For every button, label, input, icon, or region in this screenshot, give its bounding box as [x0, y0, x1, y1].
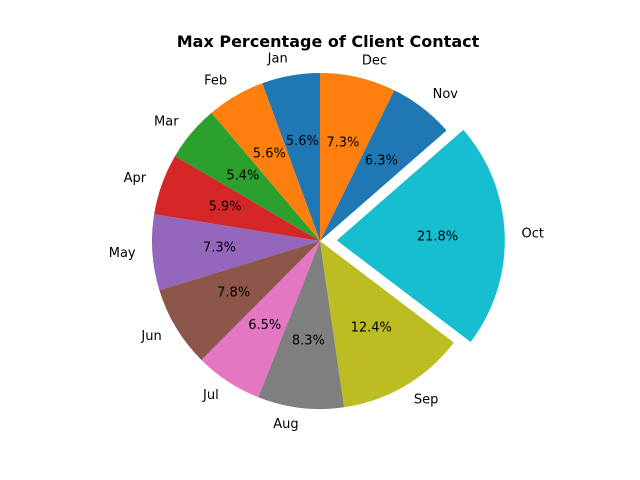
slice-mar	[175, 112, 320, 241]
slice-apr	[154, 156, 320, 241]
pct-label-mar: 5.4%	[226, 169, 259, 184]
slice-label-jun: Jun	[140, 329, 161, 344]
pct-label-jan: 5.6%	[286, 134, 319, 149]
slice-label-apr: Apr	[124, 171, 147, 186]
chart-title: Max Percentage of Client Contact	[176, 32, 480, 51]
pct-label-apr: 5.9%	[209, 199, 242, 214]
pct-label-dec: 7.3%	[326, 135, 359, 150]
pct-label-jul: 6.5%	[248, 318, 281, 333]
slice-label-may: May	[109, 246, 136, 261]
slice-sep	[320, 241, 454, 408]
slice-label-sep: Sep	[414, 393, 439, 408]
labels-layer: Jan 5.6% Feb 5.6% Mar 5.4% Apr 5.9% May 7.3% Jun 7.…	[109, 52, 544, 433]
slice-nov	[320, 90, 447, 242]
slice-jul	[201, 241, 320, 398]
slice-oct	[336, 129, 505, 342]
pct-label-feb: 5.6%	[253, 146, 286, 161]
slice-label-feb: Feb	[204, 74, 227, 89]
slice-may	[152, 214, 320, 291]
pct-label-sep: 12.4%	[351, 320, 392, 335]
slice-label-dec: Dec	[362, 54, 387, 69]
slice-label-aug: Aug	[273, 417, 298, 432]
slice-label-mar: Mar	[154, 115, 179, 130]
pct-label-oct: 21.8%	[417, 229, 458, 244]
slice-jun	[159, 241, 320, 360]
pct-label-jun: 7.8%	[217, 286, 250, 301]
slice-label-nov: Nov	[433, 87, 459, 102]
slice-label-jan: Jan	[267, 52, 288, 67]
slices-layer	[152, 73, 505, 409]
slice-aug	[258, 241, 345, 409]
slice-dec	[320, 73, 395, 241]
slice-label-oct: Oct	[521, 227, 543, 242]
slice-label-jul: Jul	[202, 388, 219, 403]
pct-label-aug: 8.3%	[292, 334, 325, 349]
pct-label-nov: 6.3%	[365, 154, 398, 169]
slice-feb	[211, 83, 320, 241]
slice-jan	[262, 73, 320, 241]
pct-label-may: 7.3%	[203, 240, 236, 255]
